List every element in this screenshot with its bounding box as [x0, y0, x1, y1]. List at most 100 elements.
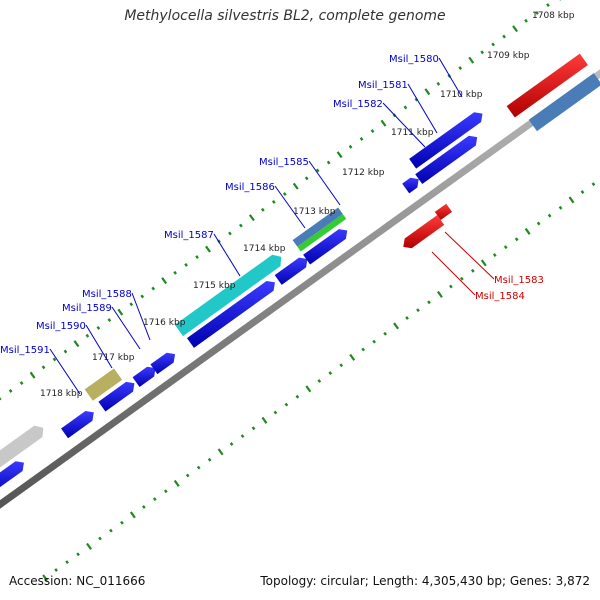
- tick-label: 1713 kbp: [293, 207, 336, 217]
- tick-mark-inner: [591, 182, 596, 187]
- tick-mark-outer: [73, 340, 80, 348]
- tick-mark-inner: [86, 542, 92, 550]
- tick-mark-outer: [424, 88, 431, 96]
- feature-cyan[interactable]: [174, 254, 282, 337]
- gene-msil-1591[interactable]: [0, 461, 24, 496]
- gene-msil-1588b[interactable]: [150, 352, 176, 375]
- feature-green[interactable]: [297, 213, 347, 252]
- gene-label-msil-1590[interactable]: Msil_1590: [36, 321, 86, 332]
- gene-msil-1582[interactable]: [402, 177, 419, 194]
- tick-mark-outer: [228, 231, 232, 236]
- tick-mark-outer: [414, 97, 419, 102]
- gene-label-msil-1586[interactable]: Msil_1586: [225, 182, 275, 193]
- tick-mark-inner: [273, 410, 278, 415]
- tick-mark-inner: [416, 308, 420, 313]
- tick-label: 1714 kbp: [243, 244, 286, 254]
- gene-msil-1590[interactable]: [61, 411, 94, 439]
- leader-line: [407, 83, 438, 134]
- tick-mark-inner: [240, 434, 245, 439]
- gene-label-msil-1587[interactable]: Msil_1587: [164, 230, 214, 241]
- gene-label-msil-1580[interactable]: Msil_1580: [389, 54, 439, 65]
- tick-mark-inner: [42, 574, 49, 582]
- tick-mark-inner: [120, 520, 124, 525]
- tick-mark-outer: [205, 245, 211, 253]
- gene-msil-1583[interactable]: [403, 215, 445, 249]
- leader-line: [382, 102, 426, 148]
- tick-label: 1716 kbp: [143, 318, 186, 328]
- tick-label: 1718 kbp: [40, 389, 83, 399]
- tick-mark-inner: [305, 385, 312, 393]
- feature-steel[interactable]: [292, 207, 343, 247]
- tick-label: 1711 kbp: [391, 128, 434, 138]
- tick-mark-outer: [239, 223, 243, 228]
- tick-mark-outer: [304, 176, 309, 181]
- gene-msil-1584[interactable]: [434, 203, 453, 220]
- tick-mark-inner: [109, 528, 113, 533]
- feature-steel-inner[interactable]: [528, 73, 600, 132]
- leader-line: [85, 324, 113, 369]
- tick-mark-outer: [195, 255, 199, 259]
- gene-label-msil-1585[interactable]: Msil_1585: [259, 157, 309, 168]
- feature-olive[interactable]: [84, 368, 123, 401]
- tick-mark-outer: [107, 318, 112, 322]
- tick-mark-inner: [173, 479, 180, 487]
- gene-label-msil-1581[interactable]: Msil_1581: [358, 80, 408, 91]
- gene-msil-1580[interactable]: [409, 112, 483, 169]
- tick-mark-inner: [383, 331, 387, 336]
- tick-mark-inner: [142, 505, 146, 509]
- map-title: Methylocella silvestris BL2, complete ge…: [124, 8, 446, 24]
- tick-mark-inner: [436, 290, 443, 298]
- gene-msil-1589[interactable]: [98, 381, 135, 412]
- gene-msil-1587[interactable]: [186, 280, 275, 348]
- tick-mark-outer: [248, 214, 255, 222]
- gene-msil-1586[interactable]: [274, 257, 308, 285]
- tick-mark-inner: [185, 473, 190, 478]
- tick-mark-inner: [98, 536, 102, 541]
- tick-mark-outer: [63, 349, 68, 354]
- gene-msil-1581[interactable]: [415, 135, 478, 185]
- leader-line: [111, 306, 141, 350]
- tick-mark-inner: [427, 300, 431, 305]
- tick-mark-outer: [140, 294, 145, 299]
- tick-mark-outer: [535, 11, 539, 15]
- gene-label-msil-1582[interactable]: Msil_1582: [333, 99, 383, 110]
- tick-mark-inner: [372, 339, 376, 344]
- gene-label-msil-1589[interactable]: Msil_1589: [62, 303, 112, 314]
- feature-track: [0, 53, 600, 496]
- gene-msil-1588[interactable]: [132, 366, 156, 387]
- tick-mark-outer: [480, 50, 485, 55]
- tick-mark-inner: [295, 394, 300, 399]
- tick-mark-outer: [403, 105, 408, 110]
- gene-label-msil-1584[interactable]: Msil_1584: [475, 291, 525, 302]
- gene-red-outer[interactable]: [506, 53, 588, 118]
- gene-msil-1585[interactable]: [303, 229, 348, 265]
- gene-label-msil-1588[interactable]: Msil_1588: [82, 289, 132, 300]
- tick-mark-outer: [491, 42, 495, 47]
- tick-mark-inner: [492, 253, 497, 257]
- tick-mark-inner: [470, 268, 475, 273]
- gene-label-msil-1583[interactable]: Msil_1583: [494, 275, 544, 286]
- tick-mark-inner: [393, 322, 400, 330]
- tick-mark-outer: [502, 34, 506, 39]
- tick-mark-outer: [315, 168, 320, 173]
- tick-mark-outer: [261, 207, 265, 212]
- tick-mark-outer: [0, 397, 2, 401]
- tick-mark-inner: [129, 511, 136, 519]
- gene-label-msil-1591[interactable]: Msil_1591: [0, 345, 50, 356]
- tick-mark-inner: [449, 284, 453, 289]
- tick-mark-outer: [271, 200, 276, 204]
- tick-mark-inner: [503, 245, 508, 250]
- tick-mark-outer: [370, 129, 375, 133]
- genome-backbone: [0, 69, 600, 509]
- tick-mark-inner: [524, 227, 531, 235]
- feature-gray[interactable]: [0, 425, 44, 478]
- leader-line: [49, 348, 81, 395]
- tick-mark-inner: [558, 205, 563, 210]
- tick-label: 1708 kbp: [532, 11, 575, 21]
- tick-mark-inner: [480, 259, 487, 267]
- leader-line: [444, 231, 495, 280]
- leader-line: [431, 251, 476, 296]
- tick-mark-inner: [536, 221, 541, 226]
- tick-mark-outer: [41, 365, 46, 370]
